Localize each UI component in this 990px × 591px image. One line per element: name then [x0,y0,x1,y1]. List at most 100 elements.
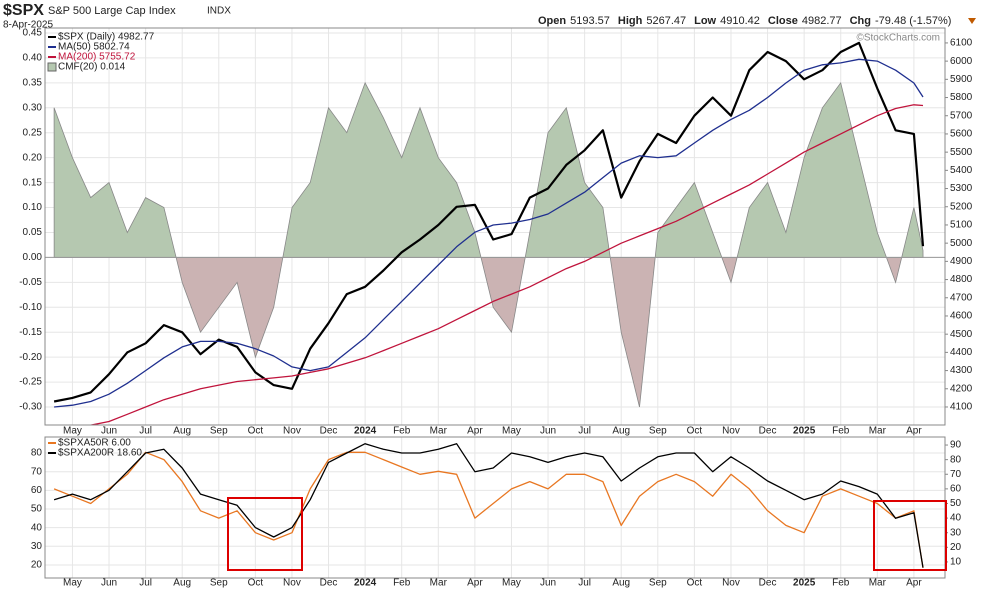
x-tick-label: Jul [578,426,591,437]
date: 8-Apr-2025 [3,20,53,31]
x-tick-label: 2024 [354,426,377,437]
panel: -0.30 -0.25 -0.20 -0.15 -0.10 -0.05 0.00 0.05 0.… [19,27,973,437]
x-tick-label: Dec [320,578,338,589]
y-tick-label: 0.20 [23,152,43,163]
x-tick-label: May [502,426,521,437]
highlight-box [873,500,947,571]
x-tick-label: Oct [687,426,703,437]
panel-frame [44,436,946,579]
y2-tick-label: 5400 [950,165,973,176]
x-tick-label: Dec [759,578,777,589]
quote: Open 5193.57 High 5267.47 Low 4910.42 Close 498… [538,15,951,27]
y-tick-label: 0.40 [23,53,43,64]
y-tick-label: 0.25 [23,127,43,138]
y2-tick-label: 5700 [950,110,973,121]
x-tick-label: Jul [139,578,152,589]
y2-tick-label: 4300 [950,365,973,376]
quote-value: 4910.42 [720,15,760,27]
y-tick-label: -0.25 [19,377,42,388]
y2-tick-label: 4500 [950,329,973,340]
x-tick-label: Jun [540,578,556,589]
legend-swatch [47,62,57,72]
x-tick-label: May [63,426,82,437]
y-tick-label: -0.20 [19,352,42,363]
y2-tick-label: 5000 [950,238,973,249]
legend-label: CMF(20) 0.014 [58,62,126,73]
y2-tick-label: 30 [950,527,962,538]
y2-tick-label: 90 [950,440,962,451]
y-tick-label: 80 [31,448,43,459]
legend-label: $SPX (Daily) 4982.77 [58,32,155,43]
y2-tick-label: 4100 [950,402,973,413]
y2-tick-label: 70 [950,469,962,480]
panel: 20 30 40 50 60 70 80 10 20 30 40 50 60 70 80 90 May Jun Ju… [31,436,962,589]
quote-value: 5267.47 [646,15,686,27]
down-arrow [968,18,976,24]
x-tick-label: May [63,578,82,589]
x-tick-label: Apr [467,578,483,589]
y2-tick-label: 5300 [950,183,973,194]
y-tick-label: 30 [31,541,43,552]
x-tick-label: Nov [283,426,301,437]
x-tick-label: Sep [210,578,228,589]
y2-tick-label: 5200 [950,201,973,212]
credit: ©StockCharts.com [856,33,940,44]
symbol: $SPX [3,2,44,19]
x-tick-label: Jul [139,426,152,437]
cmf-area [53,81,924,408]
x-tick-label: Nov [722,426,740,437]
y2-tick-label: 4400 [950,347,973,358]
x-tick-label: 2025 [793,426,816,437]
quote-label: Low [694,15,716,27]
y2-tick-label: 60 [950,484,962,495]
x-tick-label: May [502,578,521,589]
exchange: INDX [207,6,231,17]
x-tick-label: Dec [320,426,338,437]
index-name: S&P 500 Large Cap Index [48,5,176,17]
quote-label: Chg [850,15,871,27]
y-tick-label: 60 [31,485,43,496]
y2-tick-label: 10 [950,557,962,568]
y-tick-label: -0.15 [19,327,42,338]
y2-tick-label: 4800 [950,274,973,285]
x-tick-label: Aug [612,578,630,589]
x-tick-label: Jun [540,426,556,437]
y2-tick-label: 80 [950,454,962,465]
y2-tick-label: 6100 [950,38,973,49]
legend-label: MA(50) 5802.74 [58,42,130,53]
x-tick-label: Oct [687,578,703,589]
x-tick-label: Apr [906,426,922,437]
x-tick-label: Sep [649,578,667,589]
quote-label: Open [538,15,566,27]
series-line [88,104,924,425]
y2-tick-label: 6000 [950,56,973,67]
x-tick-label: Nov [722,578,740,589]
y-tick-label: 0.10 [23,202,43,213]
y2-tick-label: 4900 [950,256,973,267]
y-tick-label: 0.05 [23,227,43,238]
y-tick-label: 0.15 [23,177,43,188]
y-tick-label: 50 [31,504,43,515]
x-tick-label: Oct [248,426,264,437]
x-tick-label: Aug [173,426,191,437]
y2-tick-label: 5800 [950,92,973,103]
y-tick-label: -0.05 [19,277,42,288]
y2-tick-label: 4600 [950,311,973,322]
plot [53,443,924,568]
y-tick-label: 0.30 [23,102,43,113]
x-tick-label: Aug [173,578,191,589]
y2-tick-label: 20 [950,542,962,553]
x-tick-label: Dec [759,426,777,437]
legend-label: $SPXA50R 6.00 [58,438,131,449]
quote-label: High [618,15,643,27]
x-tick-label: Oct [248,578,264,589]
x-tick-label: Feb [393,426,411,437]
series-line [53,443,924,568]
y2-tick-label: 5600 [950,129,973,140]
y-tick-label: 0.45 [23,28,43,39]
x-tick-label: Aug [612,426,630,437]
y-tick-label: -0.10 [19,302,42,313]
y-tick-label: 40 [31,522,43,533]
series-line [54,58,924,408]
